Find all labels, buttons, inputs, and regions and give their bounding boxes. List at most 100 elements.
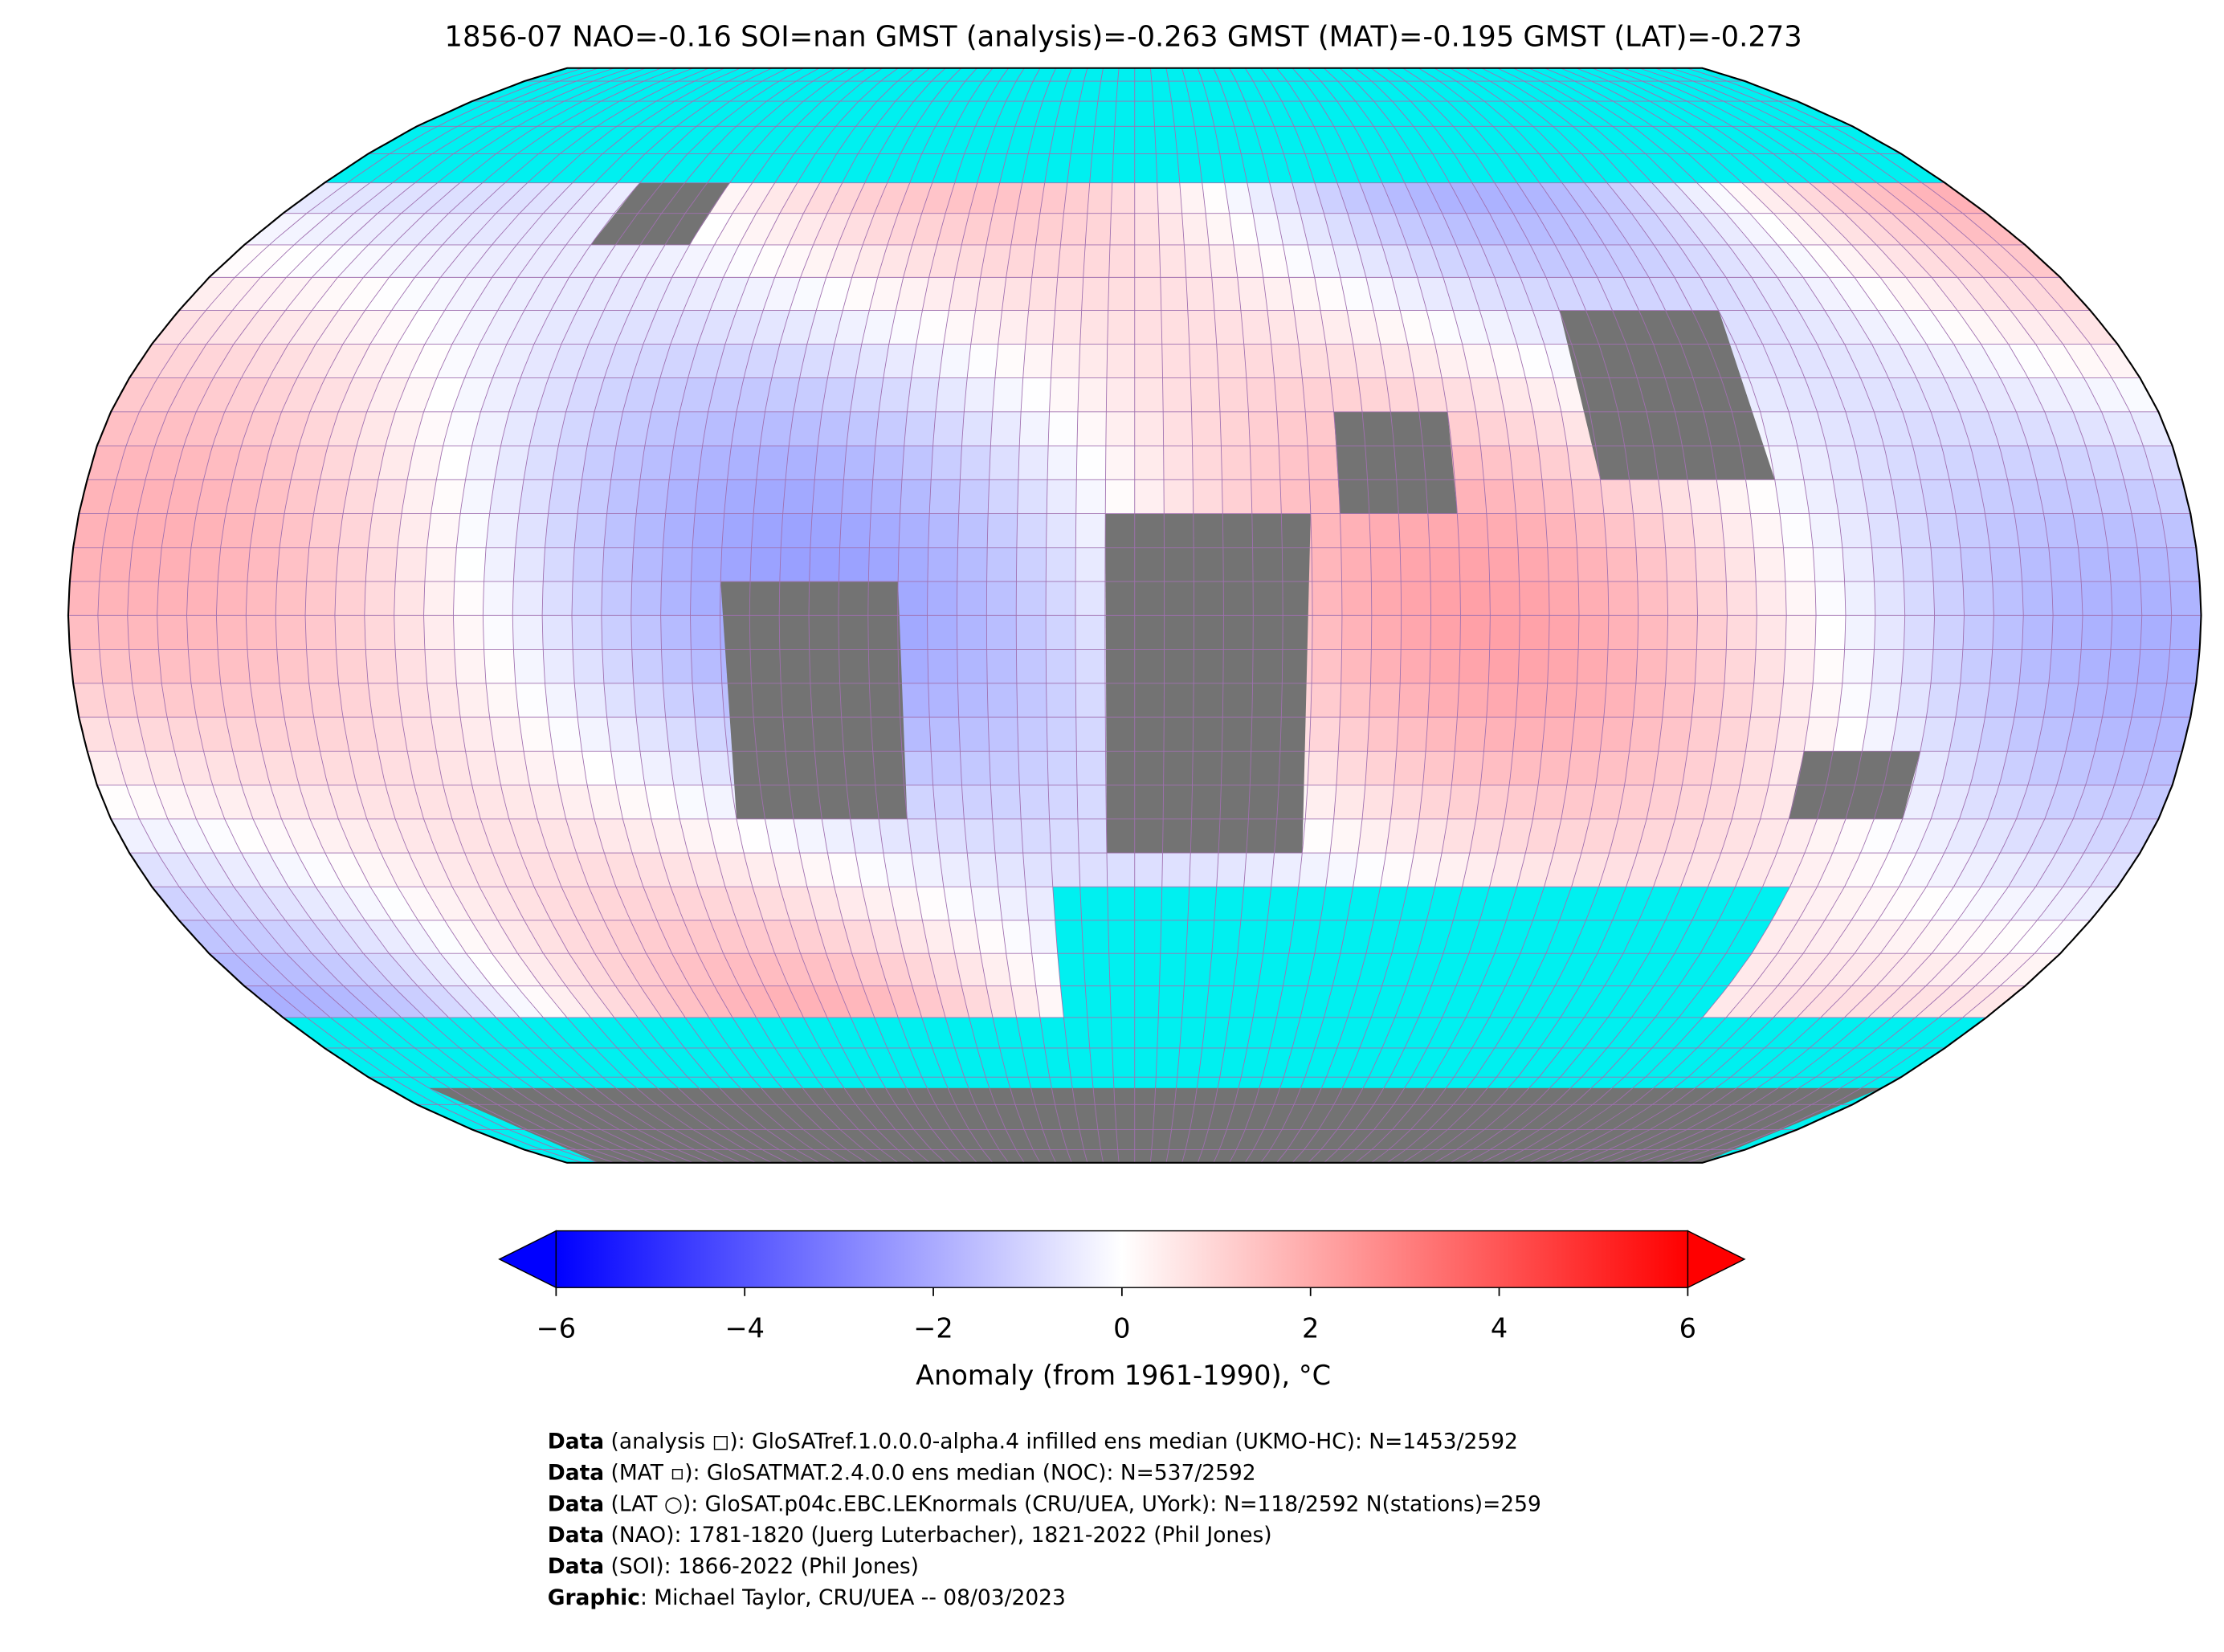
grid-cell <box>1455 479 1487 514</box>
grid-cell <box>571 615 602 650</box>
grid-cell <box>762 277 801 311</box>
grid-cell <box>1897 683 1931 718</box>
grid-cell <box>1518 547 1549 582</box>
grid-cell <box>1017 479 1047 514</box>
grid-cell <box>500 411 538 446</box>
grid-cell <box>99 547 133 582</box>
grid-cell <box>363 953 418 986</box>
grid-cell <box>1574 683 1607 718</box>
grid-cell <box>2063 310 2118 345</box>
grid-cell <box>1365 277 1401 311</box>
grid-cell <box>1509 445 1542 480</box>
grid-cell <box>1450 182 1490 214</box>
grid-cell <box>752 310 790 345</box>
grid-cell <box>2111 615 2142 650</box>
grid-cell <box>1489 853 1526 887</box>
grid-cell <box>1578 581 1609 616</box>
grid-cell <box>875 411 908 446</box>
grid-cell <box>935 377 968 412</box>
grid-cell <box>2014 683 2049 718</box>
grid-cell <box>569 953 615 986</box>
grid-cell <box>494 751 530 785</box>
grid-cell <box>183 411 225 446</box>
credit-bold: Graphic <box>548 1585 640 1609</box>
grid-cell <box>1479 310 1517 345</box>
grid-cell <box>284 479 320 514</box>
grid-cell <box>1871 853 1917 887</box>
grid-cell <box>1049 818 1079 854</box>
grid-cell <box>268 985 331 1018</box>
grid-cell <box>602 547 634 582</box>
credit-line: Graphic: Michael Taylor, CRU/UEA -- 08/0… <box>548 1585 1066 1609</box>
grid-cell <box>324 344 371 378</box>
grid-cell <box>1274 377 1306 412</box>
grid-cell <box>1224 182 1254 214</box>
grid-cell <box>1787 182 1845 214</box>
grid-cell <box>622 377 660 412</box>
grid-cell <box>529 411 566 446</box>
grid-cell <box>440 244 492 278</box>
grid-cell <box>1294 310 1326 345</box>
grid-cell <box>1048 411 1078 446</box>
grid-cell <box>1016 615 1047 650</box>
colorbar-tick-label: −6 <box>537 1313 576 1344</box>
grid-cell <box>1016 581 1047 616</box>
grid-cell <box>1604 244 1649 278</box>
grid-cell <box>690 581 721 616</box>
grid-cell <box>213 344 262 378</box>
grid-cell <box>1457 513 1489 548</box>
grid-cell <box>492 213 544 245</box>
grid-cell <box>671 953 715 986</box>
grid-cell <box>927 615 957 650</box>
grid-cell <box>1753 244 1804 278</box>
grid-cell <box>760 411 794 446</box>
grid-cell <box>1809 513 1842 548</box>
grid-cell <box>1544 853 1582 887</box>
grid-cell <box>1567 445 1601 480</box>
grid-cell <box>695 717 728 752</box>
grid-cell <box>1429 649 1460 683</box>
grid-cell <box>1901 953 1958 986</box>
grid-cell <box>1157 182 1182 214</box>
grid-cell <box>695 479 728 514</box>
grid-cell <box>342 479 378 514</box>
grid-cell <box>87 751 126 785</box>
grid-cell <box>561 310 604 345</box>
credit-text: (MAT ▫): GloSATMAT.2.4.0.0 ens median (N… <box>604 1460 1256 1485</box>
grid-cell <box>1418 213 1457 245</box>
grid-cell <box>512 581 544 616</box>
grid-cell <box>800 244 839 278</box>
grid-cell <box>397 310 445 345</box>
grid-cell <box>1046 581 1076 616</box>
grid-cell <box>102 513 138 548</box>
grid-cell <box>275 581 307 616</box>
grid-cell <box>2028 377 2074 412</box>
grid-cell <box>673 411 708 446</box>
grid-cell <box>970 887 1002 920</box>
grid-cell <box>659 344 698 378</box>
grid-cell <box>1665 818 1704 854</box>
grid-cell <box>869 277 904 311</box>
grid-cell <box>1829 277 1879 311</box>
grid-cell <box>312 244 369 278</box>
grid-cell <box>1192 445 1222 480</box>
grid-cell <box>724 479 757 514</box>
grid-cell <box>154 411 197 446</box>
grid-cell <box>2016 411 2058 446</box>
grid-cell <box>241 785 282 819</box>
grid-cell <box>1218 377 1249 412</box>
grid-cell <box>1578 615 1609 650</box>
grid-cell <box>630 277 672 311</box>
grid-cell <box>888 310 923 345</box>
grid-cell <box>922 277 955 311</box>
grid-cell <box>299 785 339 819</box>
grid-cell <box>338 683 373 718</box>
grid-cell <box>573 649 604 683</box>
grid-cell <box>456 683 490 718</box>
grid-cell <box>993 182 1022 214</box>
grid-cell <box>1876 244 1932 278</box>
grid-cell <box>1978 479 2015 514</box>
grid-cell <box>1987 785 2029 819</box>
grid-cell <box>2009 277 2064 311</box>
grid-cell <box>308 513 343 548</box>
